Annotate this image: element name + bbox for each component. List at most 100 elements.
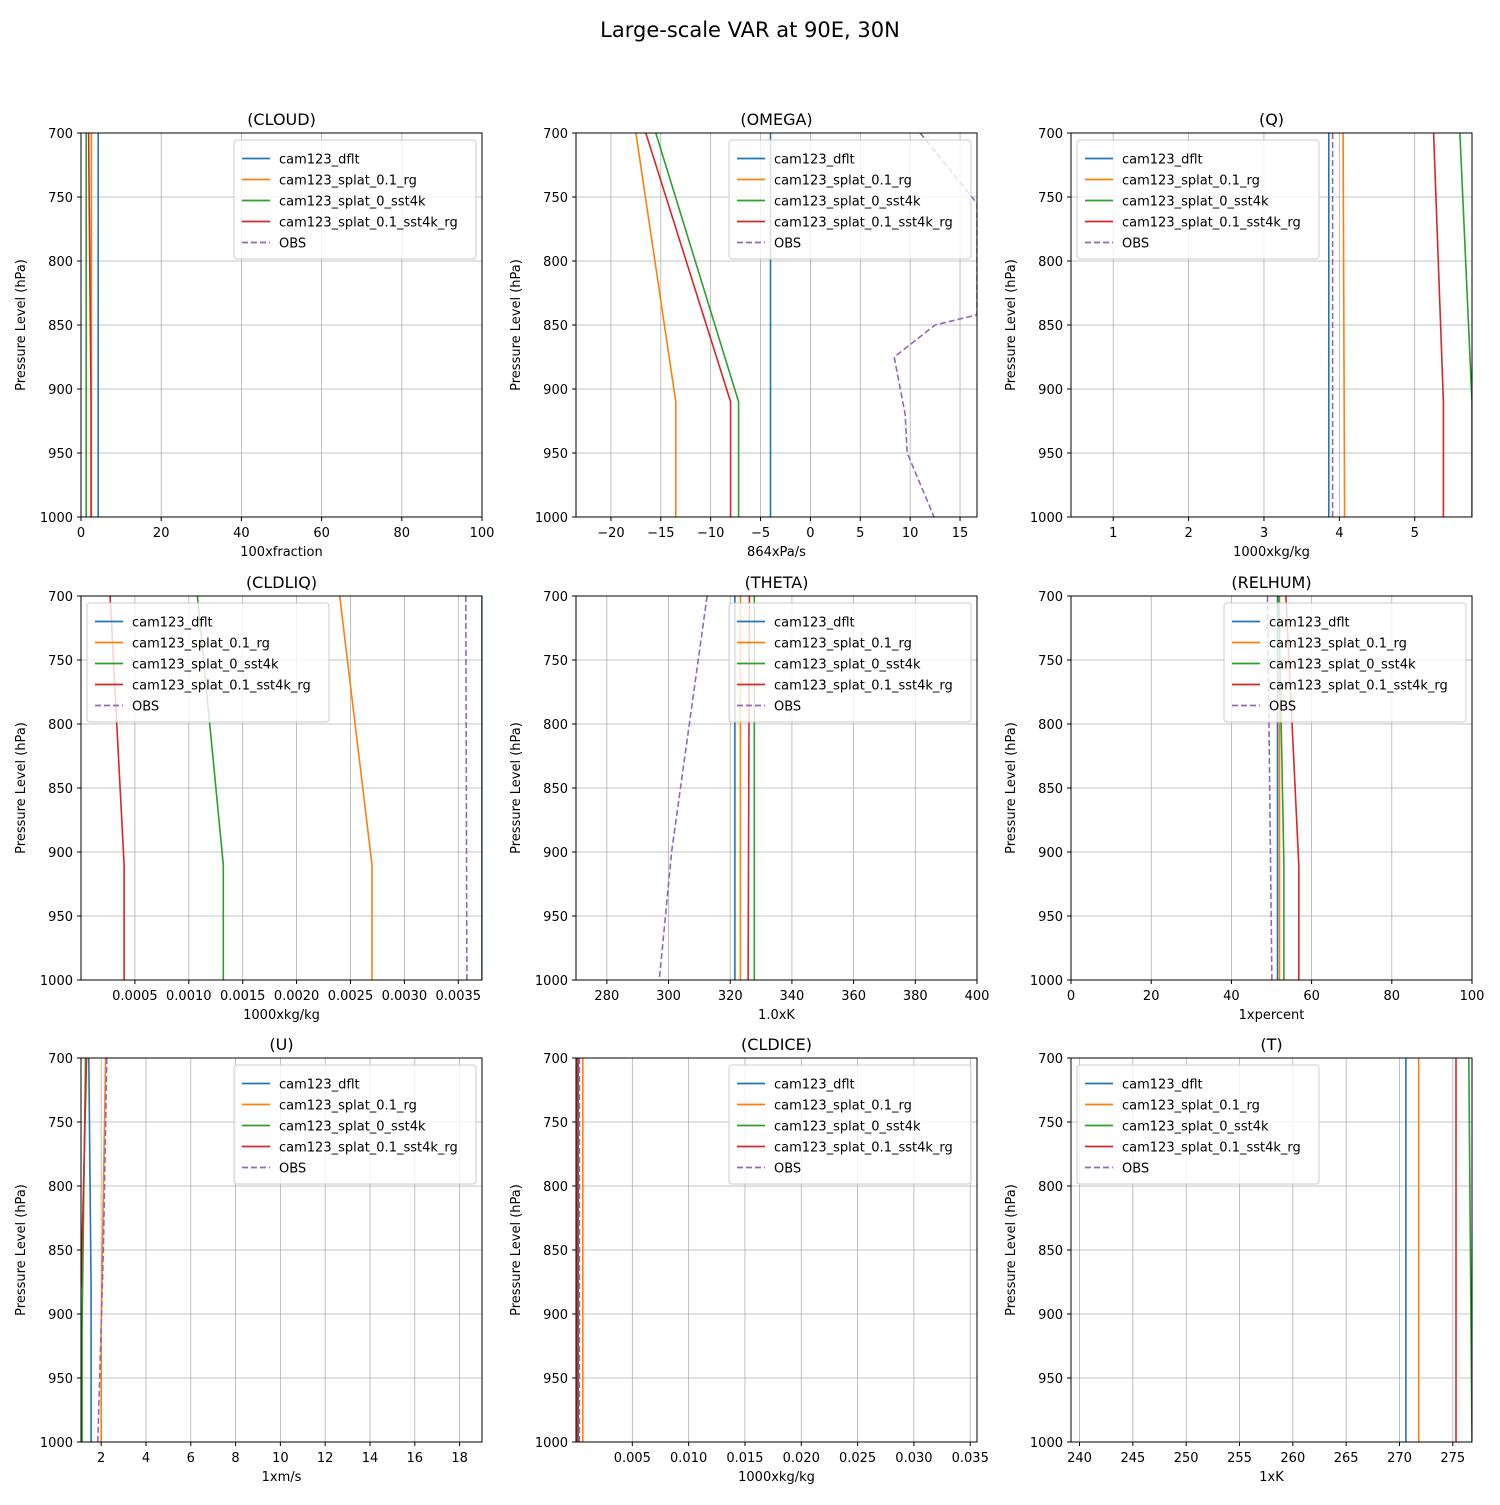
x-tick-label: 18 [451, 1451, 468, 1466]
y-tick-label: 700 [1038, 127, 1063, 142]
y-tick-label: 950 [48, 447, 73, 462]
legend-entry: cam123_splat_0_sst4k [774, 658, 921, 673]
x-tick-label: 0.025 [839, 1451, 876, 1466]
x-tick-label: 12 [317, 1451, 334, 1466]
y-axis-label: Pressure Level (hPa) [14, 259, 29, 391]
y-tick-label: 1000 [535, 1436, 568, 1451]
y-axis-label: Pressure Level (hPa) [509, 1184, 524, 1316]
y-tick-label: 800 [1038, 718, 1063, 733]
x-tick-label: −10 [697, 526, 724, 541]
series-line-cam123_splat_0.1_sst4k_rg [81, 1058, 88, 1289]
x-tick-label: 0.010 [670, 1451, 707, 1466]
legend-entry: cam123_dflt [774, 153, 855, 168]
legend-entry: cam123_splat_0.1_rg [774, 1099, 912, 1114]
series-line-cam123_splat_0.1_sst4k_rg [645, 133, 732, 517]
y-tick-label: 950 [48, 910, 73, 925]
x-tick-label: 20 [153, 526, 170, 541]
x-tick-label: 8 [231, 1451, 239, 1466]
subplot-title: (Q) [1259, 110, 1284, 129]
x-tick-label: 60 [1303, 989, 1320, 1004]
x-tick-label: 100 [470, 526, 495, 541]
x-tick-label: 80 [1384, 989, 1401, 1004]
x-tick-label: 1 [1109, 526, 1117, 541]
legend-entry: cam123_splat_0.1_rg [1122, 174, 1260, 189]
y-tick-label: 800 [1038, 1180, 1063, 1195]
x-tick-label: 340 [780, 989, 805, 1004]
x-tick-label: 0.030 [895, 1451, 932, 1466]
y-axis-label: Pressure Level (hPa) [509, 259, 524, 391]
legend-entry: cam123_splat_0.1_rg [279, 1099, 417, 1114]
y-tick-label: 950 [48, 1372, 73, 1387]
legend-entry: OBS [774, 700, 801, 715]
y-tick-label: 750 [48, 654, 73, 669]
y-tick-label: 800 [48, 718, 73, 733]
subplot-7: 0.005 0.010 0.015 0.020 0.025 0.030 0.035 700 75… [509, 1035, 989, 1485]
y-tick-label: 750 [1038, 191, 1063, 206]
y-tick-label: 750 [48, 191, 73, 206]
figure-title: Large-scale VAR at 90E, 30N [600, 18, 900, 42]
y-tick-label: 750 [543, 191, 568, 206]
legend-box [233, 1064, 477, 1185]
legend-entry: cam123_splat_0_sst4k [1122, 1120, 1269, 1135]
x-axis-label: 1000xkg/kg [738, 1470, 815, 1485]
y-tick-label: 700 [48, 590, 73, 605]
legend-entry: cam123_dflt [279, 1078, 360, 1093]
x-axis-label: 1xpercent [1239, 1008, 1305, 1023]
x-tick-label: 380 [903, 989, 928, 1004]
legend-entry: OBS [774, 1162, 801, 1177]
legend-entry: cam123_dflt [774, 616, 855, 631]
y-tick-label: 900 [1038, 1308, 1063, 1323]
legend-entry: cam123_dflt [774, 1078, 855, 1093]
y-tick-label: 750 [1038, 1116, 1063, 1131]
series-group [81, 1058, 108, 1442]
x-tick-label: 10 [902, 526, 919, 541]
y-tick-label: 900 [48, 383, 73, 398]
legend-entry: OBS [1269, 700, 1296, 715]
legend-entry: cam123_splat_0_sst4k [774, 195, 921, 210]
y-tick-label: 1000 [1030, 511, 1063, 526]
y-tick-label: 700 [48, 1052, 73, 1067]
legend-entry: cam123_splat_0_sst4k [132, 658, 279, 673]
x-tick-label: 0 [806, 526, 814, 541]
subplot-title: (CLDLIQ) [246, 573, 317, 592]
series-group [1328, 133, 1472, 517]
subplot-8: 240 245 250 255 260 265 270 275 700 750 800 850 900 9… [1004, 1035, 1473, 1485]
legend-entry: cam123_splat_0.1_sst4k_rg [279, 216, 458, 231]
x-tick-label: 0.005 [614, 1451, 651, 1466]
legend-box [728, 1064, 972, 1185]
y-tick-label: 800 [543, 1180, 568, 1195]
series-line-cam123_splat_0.1_rg [1342, 133, 1346, 517]
y-tick-label: 900 [543, 383, 568, 398]
x-tick-label: 80 [394, 526, 411, 541]
x-tick-label: 0.015 [726, 1451, 763, 1466]
x-tick-label: 300 [656, 989, 681, 1004]
legend-entry: cam123_dflt [1269, 616, 1350, 631]
legend: cam123_dflt cam123_splat_0.1_rg cam123_spl… [1076, 1064, 1320, 1185]
x-tick-label: 5 [856, 526, 864, 541]
y-tick-label: 850 [543, 1244, 568, 1259]
series-line-OBS [97, 1058, 108, 1442]
x-tick-label: 240 [1067, 1451, 1092, 1466]
legend: cam123_dflt cam123_splat_0.1_rg cam123_spl… [1223, 602, 1467, 723]
y-axis-label: Pressure Level (hPa) [1004, 1184, 1019, 1316]
y-tick-label: 800 [48, 1180, 73, 1195]
legend-entry: OBS [279, 237, 306, 252]
series-group [635, 133, 977, 517]
legend-entry: cam123_splat_0.1_rg [774, 637, 912, 652]
y-tick-label: 1000 [40, 511, 73, 526]
series-line-cam123_splat_0_sst4k [1468, 1058, 1472, 1442]
legend-entry: cam123_dflt [132, 616, 213, 631]
x-tick-label: 0.0025 [328, 989, 374, 1004]
legend-entry: cam123_splat_0.1_sst4k_rg [279, 1141, 458, 1156]
x-tick-label: 3 [1260, 526, 1268, 541]
x-axis-label: 100xfraction [240, 545, 322, 560]
series-line-cam123_splat_0.1_rg [635, 133, 677, 517]
x-tick-label: −15 [647, 526, 674, 541]
x-tick-label: 16 [407, 1451, 424, 1466]
legend-entry: cam123_dflt [1122, 153, 1203, 168]
legend-entry: cam123_splat_0.1_rg [279, 174, 417, 189]
y-tick-label: 950 [543, 1372, 568, 1387]
y-tick-label: 800 [1038, 255, 1063, 270]
x-tick-label: 0.0020 [274, 989, 320, 1004]
